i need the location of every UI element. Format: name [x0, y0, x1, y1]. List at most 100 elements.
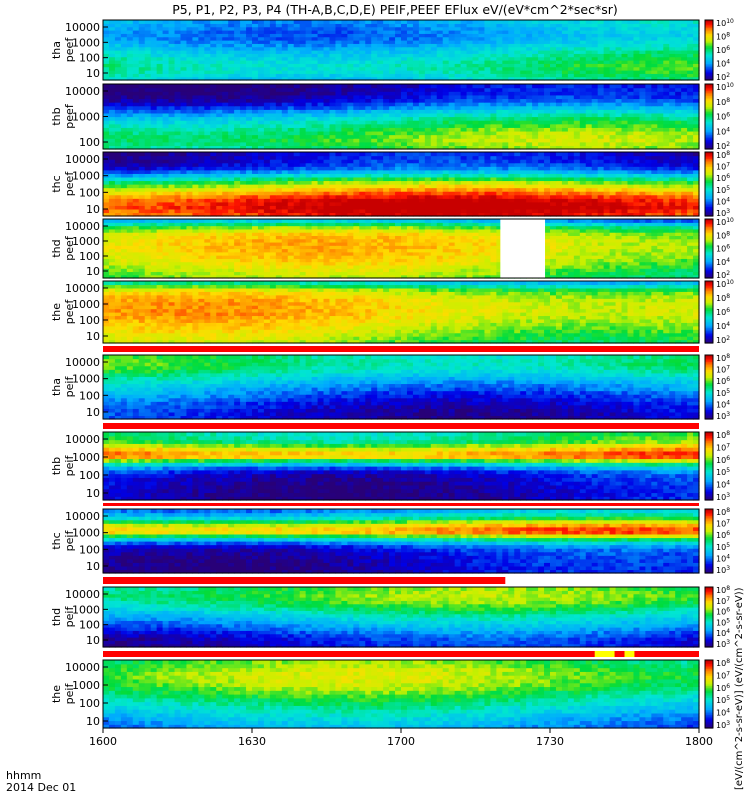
heatmap-cell: [317, 73, 325, 78]
heatmap-cell: [103, 109, 110, 114]
heatmap-cell: [263, 30, 271, 34]
heatmap-cell: [240, 98, 247, 103]
heatmap-cell: [615, 205, 623, 210]
heatmap-cell: [502, 66, 509, 71]
heatmap-cell: [305, 50, 313, 54]
heatmap-cell: [204, 130, 211, 136]
heatmap-cell: [377, 46, 384, 51]
heatmap-cell: [359, 201, 366, 206]
heatmap-cell: [132, 180, 140, 185]
heatmap-cell: [555, 73, 563, 78]
heatmap-cell: [555, 53, 563, 58]
heatmap-cell: [555, 169, 563, 174]
heatmap-cell: [454, 141, 462, 146]
heatmap-cell: [359, 194, 366, 199]
heatmap-cell: [257, 76, 265, 81]
heatmap-cell: [645, 66, 652, 71]
heatmap-cell: [383, 180, 390, 185]
heatmap-cell: [573, 46, 581, 51]
heatmap-cell: [466, 56, 474, 61]
heatmap-cell: [687, 43, 694, 48]
heatmap-cell: [114, 130, 122, 136]
heatmap-cell: [150, 70, 158, 74]
heatmap-cell: [234, 36, 241, 41]
heatmap-cell: [168, 66, 176, 71]
heatmap-cell: [383, 46, 390, 51]
heatmap-cell: [412, 173, 420, 178]
heatmap-cell: [180, 36, 188, 41]
heatmap-cell: [180, 94, 188, 100]
heatmap-cell: [472, 198, 480, 203]
heatmap-cell: [263, 43, 271, 48]
heatmap-cell: [472, 194, 480, 199]
heatmap-cell: [383, 138, 390, 143]
heatmap-cell: [657, 123, 664, 128]
heatmap-cell: [550, 127, 557, 132]
heatmap-cell: [472, 127, 480, 132]
heatmap-cell: [216, 53, 223, 58]
heatmap-cell: [108, 50, 116, 54]
heatmap-cell: [293, 194, 301, 199]
heatmap-cell: [329, 201, 337, 206]
heatmap-cell: [496, 105, 503, 110]
heatmap-cell: [198, 141, 205, 146]
heatmap-cell: [371, 66, 378, 71]
heatmap-cell: [603, 205, 611, 210]
heatmap-cell: [615, 127, 623, 132]
heatmap-cell: [353, 73, 360, 78]
heatmap-cell: [299, 53, 307, 58]
heatmap-cell: [460, 63, 468, 68]
heatmap-cell: [383, 120, 390, 125]
heatmap-cell: [579, 50, 587, 54]
heatmap-cell: [359, 102, 366, 107]
heatmap-cell: [514, 20, 521, 24]
heatmap-cell: [210, 30, 217, 34]
heatmap-cell: [299, 20, 307, 24]
heatmap-cell: [669, 130, 676, 136]
heatmap-cell: [383, 194, 390, 199]
heatmap-cell: [281, 109, 289, 114]
heatmap-cell: [126, 116, 134, 121]
heatmap-cell: [466, 73, 474, 78]
heatmap-cell: [311, 173, 319, 178]
heatmap-cell: [162, 36, 170, 41]
heatmap-cell: [651, 53, 658, 58]
heatmap-cell: [472, 123, 480, 128]
heatmap-cell: [466, 120, 474, 125]
heatmap-cell: [120, 130, 128, 136]
heatmap-cell: [412, 73, 420, 78]
heatmap-cell: [168, 70, 176, 74]
heatmap-cell: [597, 201, 605, 206]
heatmap-cell: [263, 33, 271, 38]
heatmap-cell: [573, 116, 581, 121]
heatmap-cell: [550, 91, 557, 96]
heatmap-cell: [591, 43, 599, 48]
heatmap-cell: [555, 20, 563, 24]
heatmap-cell: [442, 187, 450, 192]
heatmap-cell: [436, 73, 444, 78]
heatmap-cell: [532, 130, 539, 136]
heatmap-cell: [651, 123, 658, 128]
heatmap-cell: [442, 36, 450, 41]
heatmap-cell: [538, 134, 545, 139]
heatmap-cell: [502, 116, 509, 121]
heatmap-cell: [460, 105, 468, 110]
heatmap-cell: [561, 66, 569, 71]
heatmap-cell: [275, 36, 283, 41]
heatmap-cell: [240, 36, 247, 41]
heatmap-cell: [567, 63, 575, 68]
heatmap-cell: [389, 109, 396, 114]
heatmap-cell: [252, 141, 259, 146]
heatmap-cell: [645, 36, 652, 41]
heatmap-cell: [162, 120, 170, 125]
heatmap-cell: [460, 20, 468, 24]
heatmap-cell: [323, 112, 331, 118]
heatmap-cell: [544, 87, 551, 92]
heatmap-cell: [520, 169, 527, 174]
heatmap-cell: [162, 191, 170, 196]
heatmap-cell: [323, 105, 331, 110]
heatmap-cell: [651, 105, 658, 110]
heatmap-cell: [585, 109, 593, 114]
heatmap-cell: [639, 116, 646, 121]
heatmap-cell: [108, 66, 116, 71]
